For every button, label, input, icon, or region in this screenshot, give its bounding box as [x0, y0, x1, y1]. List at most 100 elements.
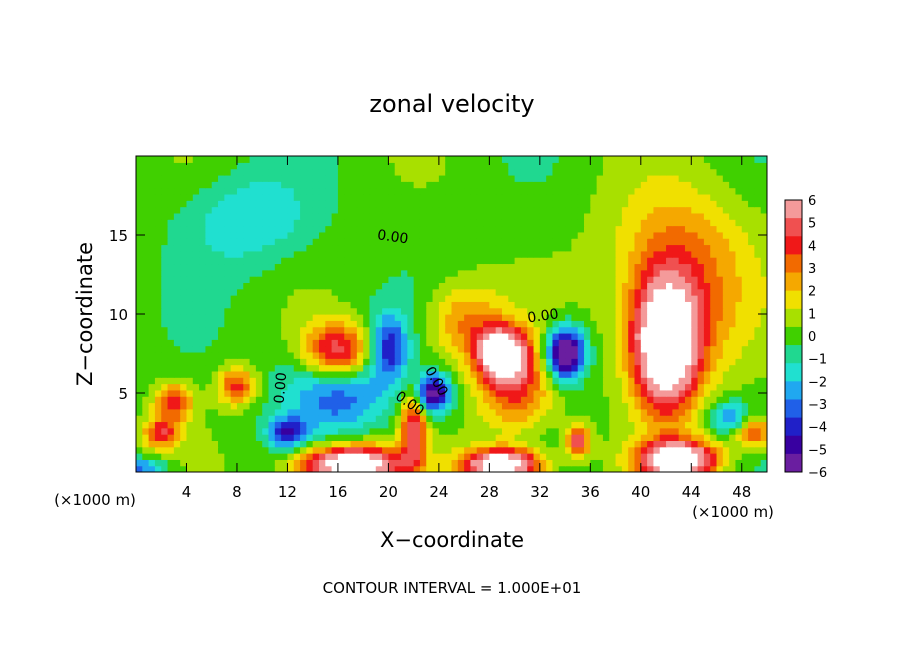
- heatmap-cell: [514, 389, 522, 397]
- heatmap-cell: [735, 465, 743, 472]
- heatmap-cell: [602, 326, 610, 334]
- heatmap-cell: [255, 421, 263, 429]
- heatmap-cell: [369, 326, 377, 334]
- heatmap-cell: [363, 427, 371, 435]
- heatmap-cell: [470, 244, 478, 252]
- heatmap-cell: [501, 339, 509, 347]
- heatmap-cell: [249, 174, 257, 182]
- heatmap-cell: [653, 238, 661, 246]
- heatmap-cell: [590, 434, 598, 441]
- heatmap-cell: [584, 288, 591, 296]
- heatmap-cell: [281, 383, 289, 391]
- heatmap-cell: [148, 200, 156, 208]
- heatmap-cell: [546, 288, 554, 296]
- heatmap-cell: [539, 415, 547, 423]
- heatmap-cell: [318, 238, 326, 246]
- heatmap-cell: [577, 364, 585, 372]
- heatmap-cell: [546, 250, 554, 258]
- heatmap-cell: [211, 288, 219, 296]
- heatmap-cell: [615, 168, 623, 176]
- heatmap-cell: [520, 295, 528, 302]
- heatmap-cell: [382, 377, 389, 385]
- heatmap-cell: [325, 282, 333, 290]
- heatmap-cell: [262, 314, 270, 321]
- heatmap-cell: [571, 332, 579, 340]
- heatmap-cell: [312, 156, 320, 163]
- heatmap-cell: [142, 370, 150, 378]
- heatmap-cell: [331, 465, 339, 472]
- heatmap-cell: [741, 332, 749, 340]
- heatmap-cell: [546, 257, 554, 265]
- heatmap-cell: [331, 427, 339, 435]
- heatmap-cell: [609, 231, 617, 239]
- heatmap-cell: [489, 383, 497, 391]
- heatmap-cell: [180, 193, 188, 201]
- heatmap-cell: [173, 193, 181, 201]
- heatmap-cell: [325, 231, 333, 239]
- heatmap-cell: [375, 282, 383, 290]
- heatmap-cell: [243, 396, 251, 404]
- heatmap-cell: [394, 162, 402, 170]
- heatmap-cell: [199, 402, 207, 410]
- heatmap-cell: [401, 440, 408, 448]
- heatmap-cell: [754, 415, 762, 423]
- heatmap-cell: [148, 193, 156, 201]
- heatmap-cell: [558, 396, 566, 404]
- heatmap-cell: [741, 244, 749, 252]
- heatmap-cell: [514, 351, 522, 359]
- heatmap-cell: [653, 212, 661, 220]
- heatmap-cell: [546, 314, 554, 321]
- heatmap-cell: [337, 193, 345, 201]
- heatmap-cell: [142, 427, 150, 435]
- heatmap-cell: [394, 427, 402, 435]
- heatmap-cell: [363, 440, 371, 448]
- heatmap-cell: [647, 156, 655, 163]
- heatmap-cell: [287, 193, 295, 201]
- heatmap-cell: [186, 415, 194, 423]
- heatmap-cell: [659, 168, 667, 176]
- heatmap-cell: [653, 162, 661, 170]
- heatmap-cell: [249, 440, 257, 448]
- heatmap-cell: [369, 244, 377, 252]
- heatmap-cell: [344, 276, 352, 283]
- heatmap-cell: [602, 389, 610, 397]
- heatmap-cell: [281, 187, 289, 195]
- heatmap-cell: [666, 301, 673, 309]
- heatmap-cell: [703, 263, 711, 271]
- heatmap-cell: [136, 269, 143, 277]
- heatmap-cell: [703, 276, 711, 283]
- heatmap-cell: [527, 200, 535, 208]
- heatmap-cell: [167, 440, 175, 448]
- heatmap-cell: [546, 174, 554, 182]
- heatmap-cell: [287, 219, 295, 227]
- heatmap-cell: [716, 301, 724, 309]
- heatmap-cell: [438, 212, 446, 220]
- heatmap-cell: [199, 314, 207, 321]
- heatmap-cell: [344, 326, 352, 334]
- heatmap-cell: [356, 263, 364, 271]
- heatmap-cell: [199, 307, 207, 315]
- heatmap-cell: [489, 193, 497, 201]
- heatmap-cell: [255, 339, 263, 347]
- heatmap-cell: [672, 276, 680, 283]
- heatmap-cell: [224, 421, 232, 429]
- heatmap-cell: [281, 421, 289, 429]
- heatmap-cell: [375, 219, 383, 227]
- heatmap-cell: [596, 453, 604, 460]
- heatmap-cell: [590, 212, 598, 220]
- heatmap-cell: [628, 200, 636, 208]
- heatmap-cell: [445, 219, 453, 227]
- heatmap-cell: [293, 238, 301, 246]
- heatmap-cell: [451, 238, 459, 246]
- heatmap-cell: [167, 174, 175, 182]
- heatmap-cell: [501, 238, 509, 246]
- heatmap-cell: [634, 408, 642, 416]
- heatmap-cell: [533, 446, 541, 454]
- heatmap-cell: [495, 339, 503, 347]
- heatmap-cell: [735, 358, 743, 366]
- heatmap-cell: [281, 263, 289, 271]
- heatmap-cell: [293, 269, 301, 277]
- heatmap-cell: [199, 465, 207, 472]
- heatmap-cell: [609, 162, 617, 170]
- heatmap-cell: [729, 162, 737, 170]
